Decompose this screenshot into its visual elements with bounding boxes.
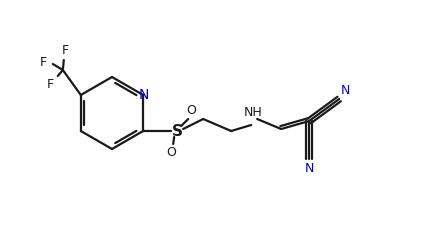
Text: O: O: [186, 104, 196, 118]
Text: N: N: [304, 162, 314, 176]
Text: NH: NH: [244, 106, 263, 119]
Text: F: F: [39, 55, 46, 69]
Text: F: F: [61, 45, 68, 58]
Text: S: S: [172, 124, 183, 139]
Text: F: F: [46, 77, 53, 91]
Text: N: N: [139, 88, 149, 102]
Text: N: N: [341, 83, 350, 97]
Text: O: O: [166, 146, 176, 159]
